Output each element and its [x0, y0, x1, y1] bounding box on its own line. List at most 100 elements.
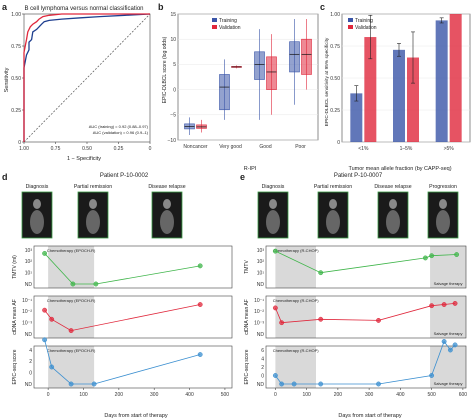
panel-d-data-point: [42, 307, 48, 313]
panel-d-y-tick-label: 10¹: [25, 270, 33, 276]
panel-d-pet-torso: [86, 210, 100, 234]
panel-d-therapy-label: Chemotherapy (EPOCH-R): [47, 248, 96, 253]
panel-label-a: a: [2, 2, 8, 12]
panel-d-x-tick-label: 500: [221, 392, 230, 398]
panel-b-y-tick-label: 0: [173, 87, 176, 93]
panel-e-salvage-shade: [430, 346, 466, 388]
panel-b-plot-frame: [177, 13, 319, 141]
panel-b-category-label: Noncancer: [183, 144, 208, 150]
panel-a-roc-plot: B cell lymphoma versus normal classifica…: [4, 6, 152, 162]
panel-b-y-tick-label: 15: [170, 12, 176, 18]
panel-d-y-tick-label: 2: [29, 359, 32, 365]
panel-e-x-tick-label: 200: [334, 392, 343, 398]
panel-c-category-label: >5%: [444, 146, 455, 152]
panel-d-pet-torso: [160, 210, 174, 234]
panel-d-x-tick-label: 100: [79, 392, 88, 398]
panel-e-pet-head: [389, 199, 397, 209]
panel-b-y-tick-label: −5: [170, 113, 176, 119]
panel-b-category-label: Very good: [219, 144, 242, 150]
panel-e-title: Patient P-10-0007: [334, 173, 383, 179]
panel-e-subplot-frame: [265, 245, 467, 289]
panel-e-subplot-ylabel: TMTV: [244, 260, 250, 274]
panel-b-legend-swatch: [212, 25, 217, 29]
panel-e-pet-torso: [326, 210, 340, 234]
panel-c-legend-label: Training: [355, 18, 373, 24]
panel-e-data-point: [272, 305, 278, 311]
panel-e-therapy-label: Chemotherapy (R-CHOP): [273, 248, 319, 253]
panel-d-data-point: [42, 337, 48, 343]
panel-d-y-tick-label: 4: [29, 348, 32, 354]
panel-e-therapy-shade: [275, 296, 316, 338]
panel-e-salvage-label: Salvage therapy: [434, 331, 463, 336]
panel-d-y-tick-label: 10³: [25, 248, 33, 254]
panel-d-y-tick-label: ND: [25, 282, 33, 288]
panel-d-subplot-ylabel: EPIC-seq score: [12, 349, 18, 384]
panel-c-y-tick-label: 0.50: [330, 76, 340, 82]
panel-e-y-tick-label: 10⁻²: [254, 309, 264, 315]
panel-c-legend-label: Validation: [355, 25, 377, 31]
panel-d-subplot-ylabel: TMTV (ml): [12, 255, 18, 279]
panel-c-y-tick-label: 1.00: [330, 12, 340, 18]
panel-b-box: [266, 56, 277, 90]
panel-d-data-point: [42, 250, 48, 256]
panel-a-y-tick-label: 0.50: [11, 76, 21, 82]
panel-e-data-point: [376, 317, 381, 323]
panel-b-box: [289, 41, 300, 73]
panel-e-y-tick-label: ND: [257, 332, 265, 338]
panel-d-therapy-label: Chemotherapy (EPOCH-R): [47, 298, 96, 303]
panel-e-data-point: [318, 381, 324, 387]
panel-b-y-tick-label: 5: [173, 62, 176, 68]
panel-a-x-tick-label: 0.50: [82, 146, 92, 152]
panel-b-legend-label: Validation: [219, 25, 241, 31]
panel-e-pet-head: [269, 199, 277, 209]
panel-label-d: d: [2, 172, 8, 182]
panel-a-y-tick-label: 0.75: [11, 44, 21, 50]
panel-e-y-tick-label: 10¹: [257, 270, 265, 276]
panel-d-data-point: [70, 281, 76, 287]
panel-d-subplot-frame: [33, 295, 233, 339]
panel-e-y-tick-label: 10²: [257, 259, 265, 265]
panel-e-y-tick-label: 0: [261, 373, 264, 379]
panel-a-title: B cell lymphoma versus normal classifica…: [24, 6, 143, 12]
panel-label-b: b: [158, 2, 164, 12]
panel-e-image-caption: Disease relapse: [374, 184, 411, 190]
panel-d-pet-head: [33, 199, 41, 209]
panel-c-bar-chart: Tumor mean allele fraction (by CAPP-seq)…: [324, 12, 471, 172]
panel-b-y-tick-label: 10: [170, 37, 176, 43]
panel-d-data-point: [49, 364, 55, 370]
panel-e-y-tick-label: 10⁻¹: [254, 298, 264, 304]
panel-e-y-tick-label: 10³: [257, 248, 265, 254]
panel-d-image-caption: Diagnosis: [26, 184, 49, 190]
panel-e-subplot-ylabel: ctDNA mean AF: [244, 299, 250, 335]
panel-b-y-tick-label: −10: [168, 138, 177, 144]
panel-c-legend-swatch: [348, 25, 353, 29]
panel-e-therapy-label: Chemotherapy (R-CHOP): [273, 298, 319, 303]
panel-d-subplot-frame: [33, 345, 233, 389]
panel-a-x-tick-label: 0.75: [51, 146, 61, 152]
panel-a-y-tick-label: 0: [18, 140, 21, 146]
panel-d-data-point: [197, 352, 203, 357]
panel-e-data-point: [422, 255, 428, 261]
panel-d-series-line: [44, 253, 201, 285]
panel-label-c: c: [320, 2, 325, 12]
panel-b-legend-label: Training: [219, 18, 237, 24]
panel-e-x-tick-label: 400: [396, 392, 405, 398]
panel-b-box: [219, 74, 230, 111]
panel-c-legend-swatch: [348, 18, 353, 22]
panel-e-data-point: [429, 303, 435, 309]
panel-a-x-tick-label: 1.00: [19, 146, 29, 152]
panel-d-data-point: [91, 381, 97, 387]
panel-e-y-tick-label: 2: [261, 365, 264, 371]
panel-d-data-point: [93, 281, 99, 287]
panel-b-ylabel: EPIC-DLBCL score (log odds): [162, 36, 168, 103]
panel-d-image-caption: Disease relapse: [148, 184, 185, 190]
panel-d-x-tick-label: 300: [150, 392, 159, 398]
panel-c-category-label: 1–5%: [400, 146, 413, 152]
panel-d-title: Patient P-10-0002: [100, 173, 149, 179]
panel-a-y-tick-label: 0.25: [11, 108, 21, 114]
panel-e-pet-head: [439, 199, 447, 209]
panel-c-category-label: <1%: [358, 146, 369, 152]
panel-e-data-point: [447, 347, 453, 353]
panel-a-roc-line-training: [23, 13, 151, 142]
